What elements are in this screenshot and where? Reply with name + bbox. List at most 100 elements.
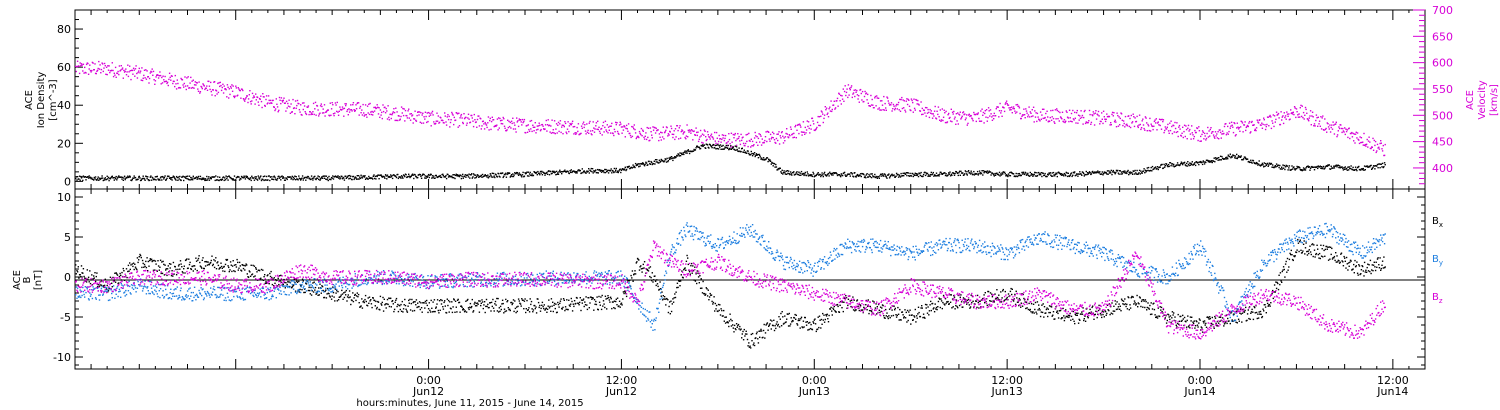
density-point [603, 171, 605, 174]
density-point [849, 173, 851, 175]
velocity-point [921, 113, 923, 116]
velocity-point [395, 107, 397, 109]
velocity-point [947, 114, 949, 116]
bx-point [215, 268, 218, 270]
velocity-point [520, 121, 522, 123]
velocity-point [930, 112, 932, 114]
density-point [405, 174, 407, 176]
velocity-point [1188, 130, 1190, 132]
velocity-point [444, 115, 446, 117]
bx-point [184, 272, 186, 274]
density-point [993, 175, 995, 177]
bx-point [308, 286, 310, 289]
velocity-point [1019, 112, 1021, 115]
velocity-point [118, 65, 121, 67]
bx-point [296, 281, 299, 283]
density-point [1307, 165, 1309, 167]
density-point [1317, 165, 1319, 167]
density-point [1107, 173, 1109, 175]
velocity-point [359, 107, 361, 109]
velocity-point [78, 65, 80, 67]
density-point [386, 178, 388, 180]
velocity-point [1003, 110, 1006, 113]
velocity-point [1088, 120, 1090, 122]
bx-point [149, 258, 151, 260]
density-point [915, 174, 917, 176]
velocity-point [350, 109, 353, 111]
bx-point [271, 283, 274, 286]
bx-point [337, 299, 340, 301]
velocity-point [474, 119, 476, 121]
bx-point [231, 265, 234, 267]
velocity-point [990, 113, 992, 115]
velocity-point [953, 110, 955, 113]
density-point [1086, 172, 1089, 174]
density-point [1316, 165, 1318, 168]
velocity-point [407, 110, 409, 112]
density-point [112, 177, 115, 179]
density-point [319, 179, 321, 181]
velocity-point [461, 117, 463, 119]
velocity-point [523, 120, 525, 123]
velocity-point [624, 126, 626, 128]
density-point [361, 177, 364, 179]
density-point [728, 148, 730, 151]
density-point [364, 175, 366, 177]
velocity-point [894, 107, 896, 110]
density-point [178, 178, 180, 180]
velocity-point [1081, 116, 1083, 119]
density-point [199, 178, 201, 180]
density-point [830, 173, 832, 175]
density-point [147, 179, 149, 181]
velocity-point [938, 116, 940, 118]
velocity-point [107, 69, 110, 71]
velocity-point [652, 129, 655, 131]
velocity-point [923, 109, 925, 112]
density-point [1012, 173, 1015, 175]
bx-point [213, 259, 215, 261]
velocity-point [825, 107, 828, 109]
velocity-point [287, 102, 289, 105]
density-point [222, 176, 225, 178]
density-point [1089, 172, 1091, 174]
density-point [581, 168, 583, 170]
bx-point [212, 263, 214, 266]
velocity-point [289, 106, 291, 108]
density-point [613, 171, 615, 174]
density-point [1170, 165, 1172, 167]
density-point [1018, 174, 1020, 177]
bx-point [327, 287, 329, 290]
velocity-point [1268, 125, 1270, 127]
velocity-point [823, 117, 825, 120]
bx-point [198, 255, 200, 257]
velocity-point [1034, 110, 1036, 112]
density-point [152, 177, 154, 179]
density-point [426, 175, 428, 178]
density-point [417, 176, 419, 179]
bx-point [84, 277, 86, 279]
density-point [285, 177, 288, 179]
velocity-point [516, 117, 518, 119]
velocity-point [606, 124, 608, 126]
density-point [541, 174, 544, 176]
bx-point [258, 269, 261, 272]
velocity-point [796, 129, 798, 131]
velocity-point [1068, 120, 1070, 123]
velocity-point [219, 81, 221, 84]
bx-point [132, 262, 135, 264]
density-point [240, 175, 243, 178]
density-point [408, 175, 410, 177]
velocity-point [539, 124, 541, 126]
density-point [135, 179, 137, 181]
bx-point [225, 258, 227, 261]
velocity-point [1140, 127, 1143, 129]
velocity-point [1165, 128, 1168, 130]
density-point [1236, 153, 1238, 156]
velocity-point [1358, 139, 1360, 141]
density-point [293, 178, 295, 180]
velocity-point [1308, 117, 1310, 119]
velocity-point [220, 84, 222, 87]
velocity-point [916, 103, 918, 105]
velocity-point [1109, 124, 1111, 126]
density-point [1121, 173, 1123, 175]
